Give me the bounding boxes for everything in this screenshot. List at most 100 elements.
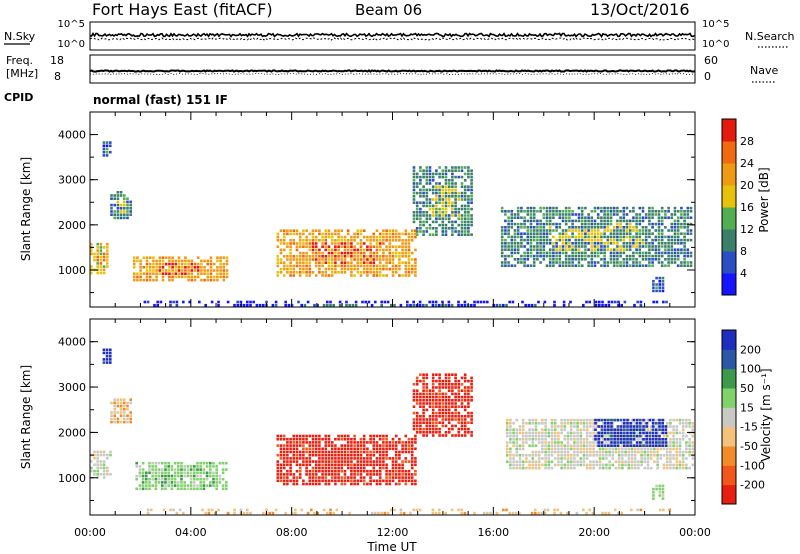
- data-cell: [600, 219, 603, 223]
- data-cell: [394, 245, 398, 248]
- data-cell: [637, 447, 640, 451]
- data-cell: [685, 463, 688, 467]
- data-cell: [221, 461, 225, 465]
- data-cell: [612, 235, 616, 239]
- data-cell: [375, 235, 379, 239]
- data-cell: [335, 508, 339, 512]
- data-cell: [649, 450, 653, 454]
- data-cell: [479, 300, 483, 304]
- data-cell: [447, 179, 451, 182]
- data-cell: [151, 477, 154, 481]
- data-cell: [359, 274, 363, 277]
- data-cell: [560, 466, 563, 470]
- data-cell: [187, 266, 190, 269]
- data-cell: [513, 251, 517, 255]
- data-cell: [593, 264, 597, 267]
- data-cell: [410, 479, 414, 483]
- data-cell: [550, 460, 554, 463]
- data-cell: [463, 223, 467, 227]
- data-cell: [661, 444, 664, 447]
- data-cell: [184, 269, 187, 272]
- data-cell: [621, 466, 624, 470]
- data-cell: [530, 303, 534, 307]
- data-cell: [681, 460, 685, 463]
- freq-tick-bottom: 8: [54, 70, 61, 83]
- data-cell: [350, 457, 353, 460]
- data-cell: [614, 300, 617, 304]
- data-cell: [550, 450, 554, 454]
- data-cell: [651, 434, 655, 438]
- data-cell: [394, 232, 398, 236]
- data-cell: [382, 466, 385, 470]
- data-cell: [425, 408, 429, 412]
- data-cell: [441, 411, 445, 415]
- data-cell: [282, 476, 286, 479]
- data-cell: [343, 473, 347, 476]
- data-cell: [337, 235, 340, 239]
- data-cell: [186, 465, 190, 468]
- data-cell: [378, 264, 382, 268]
- data-cell: [162, 508, 166, 512]
- data-cell: [102, 141, 106, 144]
- data-cell: [632, 210, 635, 213]
- data-cell: [322, 508, 326, 512]
- data-cell: [388, 469, 392, 473]
- data-cell: [569, 425, 573, 428]
- data-cell: [308, 476, 312, 479]
- data-cell: [184, 266, 187, 269]
- data-cell: [600, 444, 604, 447]
- data-cell: [603, 242, 606, 245]
- data-cell: [346, 242, 350, 245]
- data-cell: [410, 473, 414, 476]
- data-cell: [138, 471, 142, 475]
- data-cell: [621, 450, 624, 454]
- data-cell: [441, 191, 445, 195]
- data-cell: [509, 434, 512, 438]
- data-cell: [664, 441, 668, 444]
- data-cell: [545, 213, 549, 216]
- data-cell: [441, 207, 445, 211]
- data-cell: [632, 264, 635, 267]
- data-cell: [617, 434, 621, 438]
- data-cell: [369, 255, 372, 258]
- data-cell: [463, 431, 467, 434]
- data-cell: [510, 264, 514, 267]
- data-cell: [676, 242, 680, 245]
- data-cell: [531, 434, 535, 438]
- data-cell: [585, 463, 589, 467]
- data-cell: [431, 427, 435, 431]
- data-cell: [542, 235, 546, 239]
- data-cell: [353, 255, 356, 258]
- data-cell: [460, 389, 464, 392]
- data-cell: [676, 222, 680, 226]
- data-cell: [391, 463, 395, 467]
- data-cell: [391, 251, 395, 255]
- data-cell: [621, 457, 624, 460]
- data-cell: [585, 434, 589, 438]
- data-cell: [382, 479, 385, 483]
- data-cell: [593, 248, 597, 251]
- data-cell: [655, 300, 659, 304]
- data-cell: [504, 258, 507, 261]
- data-cell: [539, 229, 542, 232]
- data-cell: [327, 264, 331, 268]
- data-cell: [161, 477, 164, 481]
- data-cell: [193, 471, 196, 475]
- data-cell: [353, 457, 356, 460]
- data-cell: [170, 474, 174, 478]
- data-cell: [529, 238, 533, 242]
- data-cell: [394, 239, 398, 242]
- data-cell: [289, 274, 292, 277]
- data-cell: [543, 300, 547, 304]
- data-cell: [383, 300, 387, 304]
- x-tick-label: 12:00: [377, 526, 409, 539]
- data-cell: [155, 272, 158, 275]
- data-cell: [628, 258, 632, 261]
- data-cell: [622, 261, 626, 264]
- data-cell: [606, 206, 610, 210]
- data-cell: [589, 460, 592, 463]
- data-cell: [346, 239, 350, 242]
- data-cell: [346, 248, 350, 252]
- data-cell: [167, 465, 170, 468]
